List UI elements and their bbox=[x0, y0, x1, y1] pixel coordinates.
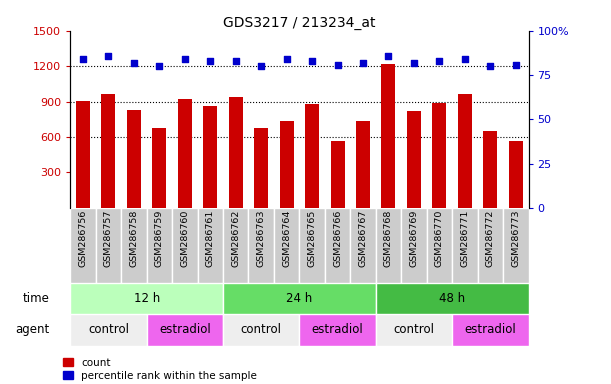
Bar bbox=[433, 103, 447, 208]
Bar bbox=[376, 314, 452, 346]
Bar bbox=[299, 314, 376, 346]
Bar bbox=[458, 94, 472, 208]
Text: GSM286763: GSM286763 bbox=[257, 210, 266, 268]
Text: control: control bbox=[393, 323, 434, 336]
Text: GSM286768: GSM286768 bbox=[384, 210, 393, 267]
Text: 24 h: 24 h bbox=[287, 292, 312, 305]
Bar bbox=[503, 208, 529, 283]
Text: GSM286759: GSM286759 bbox=[155, 210, 164, 267]
Bar bbox=[483, 131, 497, 208]
Text: GSM286762: GSM286762 bbox=[231, 210, 240, 267]
Bar bbox=[223, 314, 299, 346]
Bar bbox=[376, 208, 401, 283]
Text: time: time bbox=[23, 292, 50, 305]
Point bbox=[205, 58, 215, 64]
Text: GSM286769: GSM286769 bbox=[409, 210, 419, 267]
Bar bbox=[223, 208, 249, 283]
Bar bbox=[70, 314, 147, 346]
Text: GSM286773: GSM286773 bbox=[511, 210, 521, 268]
Text: control: control bbox=[241, 323, 282, 336]
Bar bbox=[305, 104, 319, 208]
Bar bbox=[280, 121, 294, 208]
Bar bbox=[376, 283, 529, 314]
Point bbox=[231, 58, 241, 64]
Bar bbox=[452, 314, 529, 346]
Bar bbox=[452, 208, 478, 283]
Point bbox=[332, 61, 342, 68]
Text: GSM286757: GSM286757 bbox=[104, 210, 113, 267]
Text: GSM286765: GSM286765 bbox=[307, 210, 316, 267]
Text: GSM286767: GSM286767 bbox=[359, 210, 368, 267]
Text: agent: agent bbox=[16, 323, 50, 336]
Bar bbox=[509, 141, 523, 208]
Bar bbox=[76, 101, 90, 208]
Point bbox=[485, 63, 495, 70]
Bar bbox=[203, 106, 218, 208]
Point bbox=[460, 56, 470, 63]
Bar bbox=[147, 314, 223, 346]
Legend: count, percentile rank within the sample: count, percentile rank within the sample bbox=[64, 358, 257, 381]
Point bbox=[78, 56, 88, 63]
Text: GSM286758: GSM286758 bbox=[130, 210, 139, 267]
Bar bbox=[197, 208, 223, 283]
Text: GSM286771: GSM286771 bbox=[460, 210, 469, 267]
Bar bbox=[401, 208, 426, 283]
Text: 12 h: 12 h bbox=[134, 292, 159, 305]
Bar bbox=[96, 208, 121, 283]
Bar bbox=[356, 121, 370, 208]
Bar bbox=[254, 127, 268, 208]
Text: estradiol: estradiol bbox=[159, 323, 211, 336]
Point bbox=[104, 53, 114, 59]
Point bbox=[409, 60, 419, 66]
Bar bbox=[249, 208, 274, 283]
Title: GDS3217 / 213234_at: GDS3217 / 213234_at bbox=[223, 16, 376, 30]
Bar bbox=[147, 208, 172, 283]
Text: GSM286772: GSM286772 bbox=[486, 210, 495, 267]
Text: estradiol: estradiol bbox=[464, 323, 516, 336]
Text: GSM286770: GSM286770 bbox=[435, 210, 444, 267]
Bar bbox=[407, 111, 421, 208]
Bar bbox=[152, 127, 166, 208]
Point bbox=[511, 61, 521, 68]
Point bbox=[282, 56, 291, 63]
Text: GSM286764: GSM286764 bbox=[282, 210, 291, 267]
Text: 48 h: 48 h bbox=[439, 292, 465, 305]
Bar bbox=[478, 208, 503, 283]
Point bbox=[257, 63, 266, 70]
Point bbox=[129, 60, 139, 66]
Bar bbox=[121, 208, 147, 283]
Bar bbox=[426, 208, 452, 283]
Bar bbox=[70, 208, 96, 283]
Bar bbox=[381, 64, 395, 208]
Bar bbox=[127, 110, 141, 208]
Point bbox=[155, 63, 164, 70]
Point bbox=[434, 58, 444, 64]
Point bbox=[307, 58, 317, 64]
Bar bbox=[70, 283, 223, 314]
Text: GSM286761: GSM286761 bbox=[206, 210, 215, 267]
Point bbox=[358, 60, 368, 66]
Bar bbox=[325, 208, 350, 283]
Bar bbox=[229, 97, 243, 208]
Bar bbox=[350, 208, 376, 283]
Bar bbox=[101, 94, 115, 208]
Bar bbox=[331, 141, 345, 208]
Bar bbox=[178, 99, 192, 208]
Text: GSM286756: GSM286756 bbox=[78, 210, 87, 267]
Bar bbox=[274, 208, 299, 283]
Bar bbox=[299, 208, 325, 283]
Bar bbox=[172, 208, 197, 283]
Text: GSM286766: GSM286766 bbox=[333, 210, 342, 267]
Bar bbox=[223, 283, 376, 314]
Text: control: control bbox=[88, 323, 129, 336]
Point bbox=[384, 53, 393, 59]
Text: estradiol: estradiol bbox=[312, 323, 364, 336]
Text: GSM286760: GSM286760 bbox=[180, 210, 189, 267]
Point bbox=[180, 56, 189, 63]
